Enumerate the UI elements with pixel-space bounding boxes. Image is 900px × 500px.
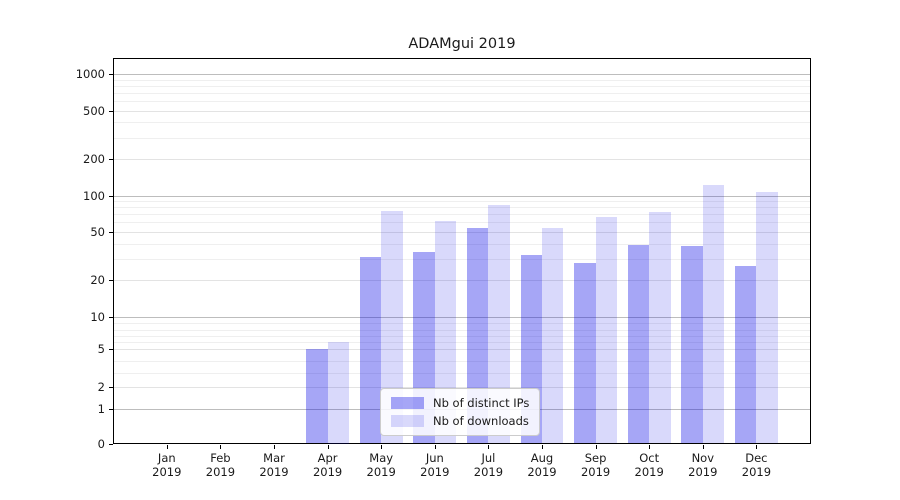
x-tick-mark xyxy=(274,444,275,449)
mid-gridline xyxy=(114,110,810,112)
y-tick-label: 200 xyxy=(83,151,105,166)
y-tick-label: 100 xyxy=(83,188,105,203)
major-gridline xyxy=(114,74,810,76)
minor-gridline xyxy=(114,201,810,203)
legend-label: Nb of downloads xyxy=(433,414,529,429)
bar-nb-of-distinct-ips xyxy=(306,349,328,444)
x-tick-mark xyxy=(542,444,543,449)
plot-area: Nb of distinct IPs Nb of downloads xyxy=(113,58,811,444)
minor-gridline xyxy=(114,79,810,81)
bar-nb-of-distinct-ips xyxy=(681,246,703,444)
minor-gridline xyxy=(114,361,810,362)
bar-nb-of-distinct-ips xyxy=(627,245,650,444)
y-tick-mark xyxy=(109,408,113,410)
x-tick-label: Dec 2019 xyxy=(741,450,772,479)
bar-nb-of-downloads xyxy=(434,220,457,444)
y-tick-label: 50 xyxy=(90,224,105,239)
minor-gridline xyxy=(114,101,810,103)
x-tick-mark xyxy=(756,444,758,449)
minor-gridline xyxy=(114,336,810,337)
minor-gridline xyxy=(114,341,810,343)
legend-swatch-nb-of-downloads xyxy=(391,415,424,428)
y-tick-mark xyxy=(109,158,113,160)
mid-gridline xyxy=(114,280,810,282)
minor-gridline xyxy=(114,372,810,374)
mid-gridline xyxy=(114,158,810,160)
bar-nb-of-downloads xyxy=(702,185,725,444)
mid-gridline xyxy=(114,386,810,388)
x-tick-label: Jan 2019 xyxy=(152,450,182,479)
minor-gridline xyxy=(114,323,810,325)
x-tick-label: Apr 2019 xyxy=(312,450,343,479)
major-gridline xyxy=(114,316,810,318)
minor-gridline xyxy=(114,214,810,216)
minor-gridline xyxy=(114,92,810,94)
minor-gridline xyxy=(114,222,810,224)
major-gridline xyxy=(114,195,810,197)
mid-gridline xyxy=(114,349,810,351)
y-tick-label: 1 xyxy=(97,401,105,416)
bar-nb-of-distinct-ips xyxy=(359,257,382,444)
minor-gridline xyxy=(114,207,810,209)
x-tick-label: Oct 2019 xyxy=(634,450,664,479)
x-tick-mark xyxy=(702,444,704,449)
mid-gridline xyxy=(114,231,810,233)
x-tick-mark xyxy=(488,444,490,449)
x-tick-label: Aug 2019 xyxy=(527,450,557,479)
y-tick-label: 1000 xyxy=(75,67,105,82)
bar-nb-of-downloads xyxy=(649,212,671,444)
y-tick-mark xyxy=(109,280,113,282)
legend-row: Nb of distinct IPs xyxy=(391,396,529,410)
minor-gridline xyxy=(114,243,810,245)
y-tick-mark xyxy=(109,386,113,388)
x-tick-label: Nov 2019 xyxy=(688,450,718,479)
y-tick-mark xyxy=(109,110,113,112)
minor-gridline xyxy=(114,85,810,87)
bar-nb-of-downloads xyxy=(542,227,564,444)
legend-swatch-nb-of-distinct-ips xyxy=(391,396,424,409)
x-tick-mark xyxy=(595,444,597,449)
bar-nb-of-downloads xyxy=(595,217,617,444)
y-tick-mark xyxy=(109,443,113,445)
x-tick-label: Mar 2019 xyxy=(259,450,289,479)
x-tick-label: Feb 2019 xyxy=(205,450,236,479)
y-tick-mark xyxy=(109,349,113,351)
y-tick-label: 2 xyxy=(97,379,105,394)
y-tick-label: 20 xyxy=(90,273,105,288)
bar-nb-of-downloads xyxy=(756,192,778,444)
x-tick-mark xyxy=(381,444,383,449)
y-tick-mark xyxy=(109,74,113,76)
y-tick-mark xyxy=(109,316,113,318)
legend-row: Nb of downloads xyxy=(391,414,529,428)
bar-nb-of-downloads xyxy=(327,341,349,444)
x-tick-label: May 2019 xyxy=(366,450,396,479)
legend: Nb of distinct IPs Nb of downloads xyxy=(380,388,540,436)
minor-gridline xyxy=(114,330,810,331)
y-tick-mark xyxy=(109,195,113,197)
x-tick-mark xyxy=(220,444,222,449)
bar-nb-of-distinct-ips xyxy=(574,262,596,444)
x-tick-mark xyxy=(434,444,436,449)
bar-nb-of-downloads xyxy=(381,210,403,444)
minor-gridline xyxy=(114,122,810,124)
x-tick-label: Sep 2019 xyxy=(580,450,611,479)
y-tick-mark xyxy=(109,231,113,233)
x-tick-mark xyxy=(649,444,651,449)
y-tick-label: 10 xyxy=(90,309,105,324)
x-tick-mark xyxy=(166,444,168,449)
bar-nb-of-downloads xyxy=(488,204,510,444)
bar-nb-of-distinct-ips xyxy=(735,266,757,444)
x-tick-label: Jun 2019 xyxy=(420,450,450,479)
chart-title: ADAMgui 2019 xyxy=(408,36,516,52)
y-tick-label: 0 xyxy=(97,436,105,451)
y-tick-label: 5 xyxy=(97,342,105,357)
y-tick-label: 500 xyxy=(83,103,105,118)
minor-gridline xyxy=(114,258,810,260)
x-tick-label: Jul 2019 xyxy=(473,450,504,479)
legend-label: Nb of distinct IPs xyxy=(433,395,530,410)
minor-gridline xyxy=(114,137,810,139)
x-tick-mark xyxy=(327,444,329,449)
